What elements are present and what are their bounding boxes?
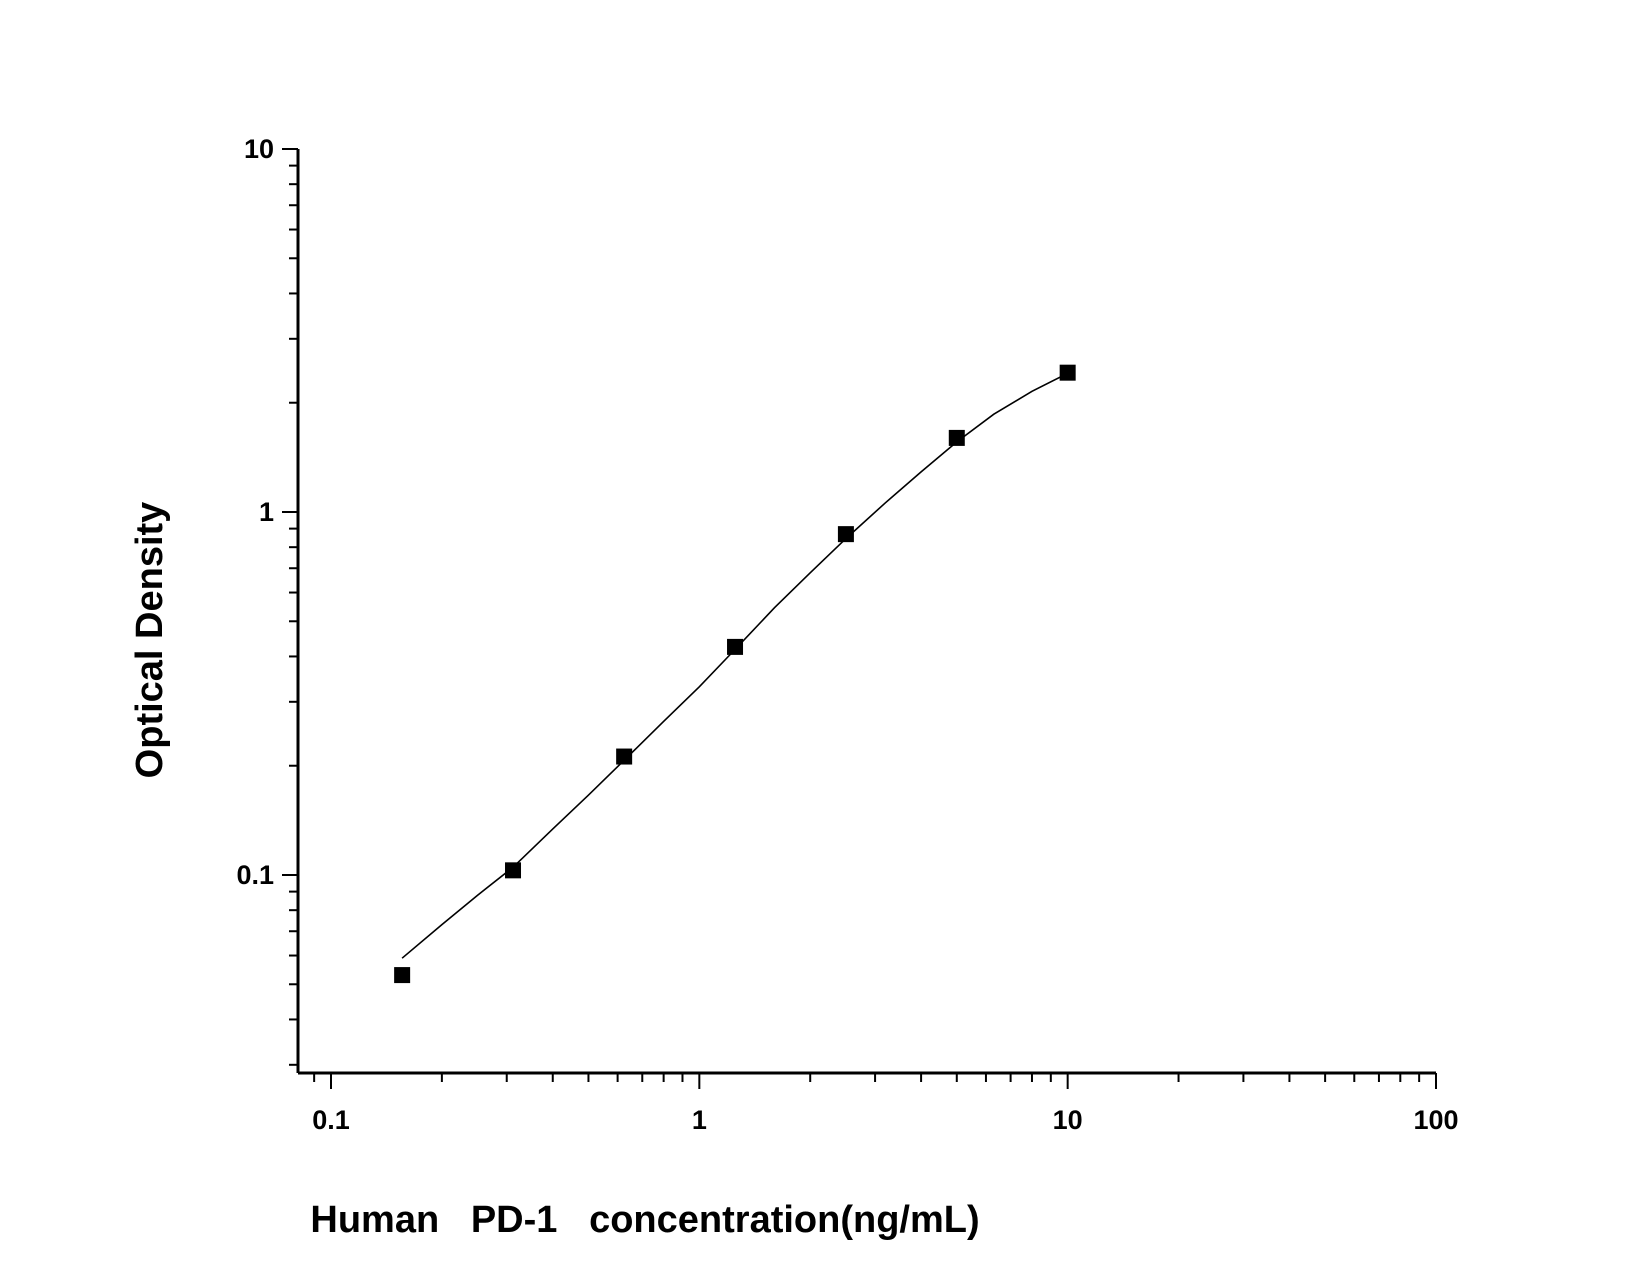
x-tick-label: 10 (1053, 1105, 1083, 1135)
fit-curve-line (401, 372, 1069, 959)
data-point (505, 862, 522, 879)
axes (282, 148, 1437, 1089)
x-tick-label: 100 (1413, 1105, 1458, 1135)
y-tick-label: 0.1 (236, 860, 274, 890)
y-tick-label: 1 (259, 497, 274, 527)
y-tick-label: 10 (244, 134, 274, 164)
data-point (616, 748, 633, 765)
data-point (394, 967, 411, 984)
fit-curve-layer (401, 372, 1069, 959)
y-axis-title: Optical Density (129, 502, 171, 779)
x-tick-label: 1 (692, 1105, 707, 1135)
x-tick-label: 0.1 (312, 1105, 350, 1135)
data-point (727, 638, 744, 655)
x-axis-title: Human PD-1 concentration(ng/mL) (310, 1199, 979, 1241)
data-point (837, 526, 854, 543)
data-point (948, 429, 965, 446)
tick-labels-layer: 0.1 1 10 100 0.1 1 10 (236, 134, 1458, 1135)
data-point (1059, 364, 1076, 381)
data-points-layer (394, 364, 1076, 984)
